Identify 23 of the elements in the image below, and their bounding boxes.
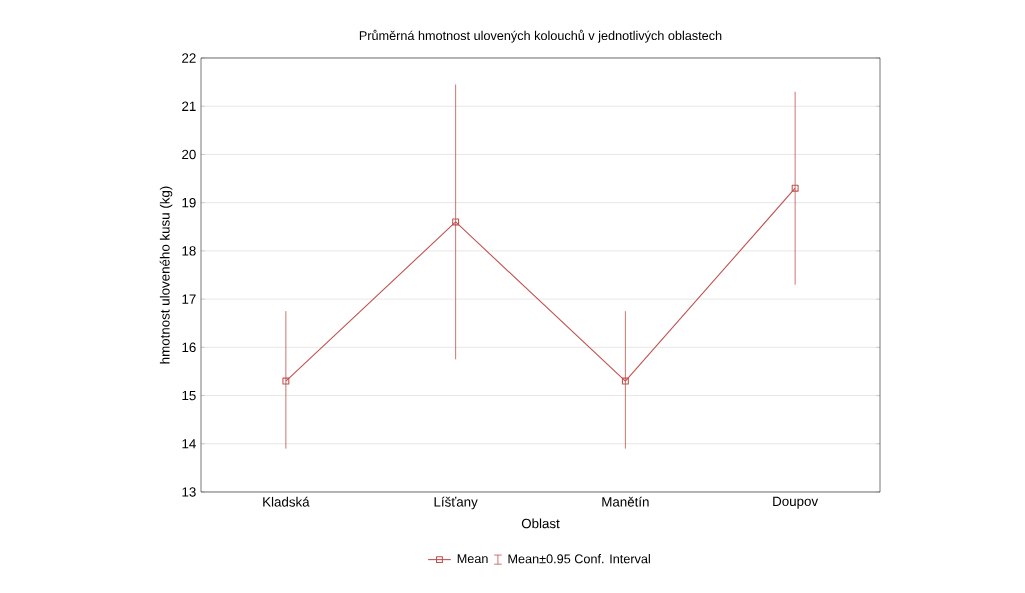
y-tick-label: 13 <box>182 487 196 497</box>
point <box>282 377 290 385</box>
point <box>452 218 460 226</box>
y-tick-label: 15 <box>182 390 196 401</box>
point <box>621 377 629 385</box>
x-tick-label: Doupov <box>773 496 819 509</box>
y-tick-label: 22 <box>182 53 196 63</box>
chart-title: Průměrná hmotnost ulovených kolouchů v jednotlivých oblastech <box>359 29 722 43</box>
x-tick-label: Manětín <box>602 496 649 507</box>
y-tick-label: 20 <box>182 149 196 160</box>
text: Mean±0.95 Conf. Interval <box>508 554 650 564</box>
y-tick-label: 19 <box>182 197 196 208</box>
y-tick-label: 17 <box>182 294 196 304</box>
x-tick-label: Kladská <box>263 496 310 507</box>
y-tick-label: 18 <box>182 246 196 256</box>
y-tick-label: 16 <box>182 342 196 353</box>
legend-label: Mean <box>457 554 488 564</box>
y-tick-label: 14 <box>182 439 196 449</box>
x-tick-label: Líšťany <box>434 496 478 510</box>
y-axis-title: hmotnost uloveného kusu (kg) <box>159 186 173 364</box>
x-axis-title: Oblast <box>521 518 560 529</box>
point <box>791 184 799 192</box>
y-tick-label: 21 <box>182 101 196 111</box>
